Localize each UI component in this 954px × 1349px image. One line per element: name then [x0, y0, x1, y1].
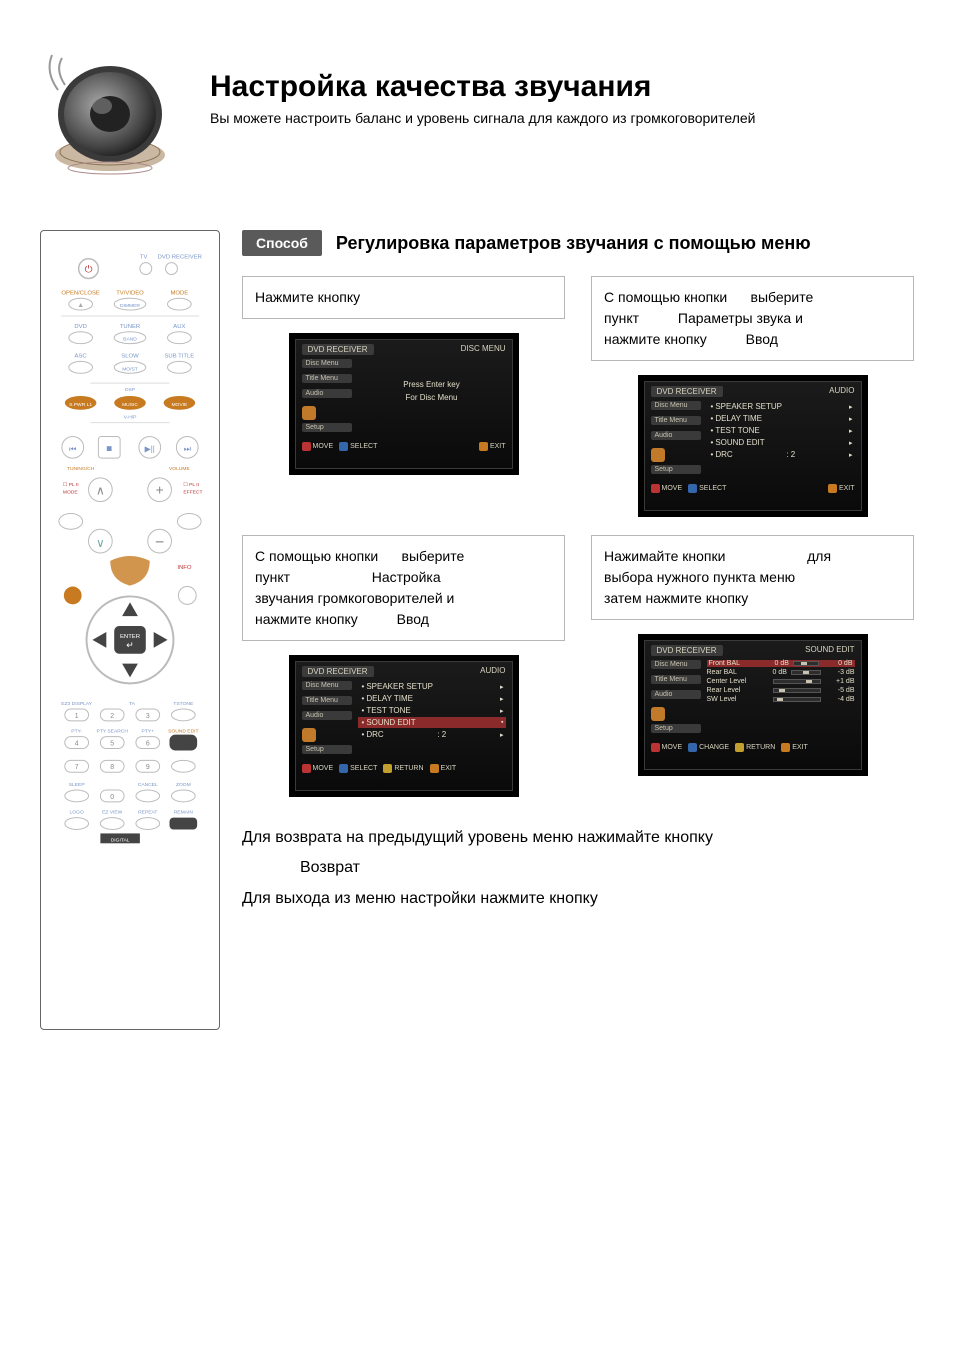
svg-text:MO/ST: MO/ST [122, 366, 138, 372]
remote-control-diagram: TV DVD RECEIVER ⏻ OPEN/CLOSE TV/VIDEO MO… [40, 230, 220, 1030]
slider-row: SW Level-4 dB [707, 696, 855, 703]
svg-text:DVD RECEIVER: DVD RECEIVER [158, 255, 202, 261]
svg-text:↵: ↵ [126, 640, 133, 650]
gear-icon [651, 448, 665, 462]
svg-text:REMAIN: REMAIN [174, 810, 194, 816]
svg-text:2: 2 [110, 713, 114, 720]
method-badge: Способ [242, 230, 322, 256]
speaker-illustration [40, 40, 180, 180]
svg-text:AUX: AUX [173, 324, 185, 330]
svg-text:MUSIC: MUSIC [122, 402, 138, 408]
svg-text:TV: TV [140, 255, 148, 261]
svg-text:ZOOM: ZOOM [176, 782, 191, 788]
svg-text:EFFECT: EFFECT [183, 490, 202, 496]
gear-icon [302, 728, 316, 742]
screen-2: DVD RECEIVER AUDIO Disc Menu Title Menu … [638, 375, 868, 517]
step-1: Нажмите кнопку DVD RECEIVER DISC MENU Di… [242, 276, 565, 517]
svg-text:∨: ∨ [96, 536, 105, 550]
svg-text:☐ PL II: ☐ PL II [183, 482, 199, 488]
footer-instructions: Для возврата на предыдущий уровень меню … [242, 823, 914, 914]
slider-row: Rear Level-5 dB [707, 687, 855, 694]
svg-text:3: 3 [146, 713, 150, 720]
svg-text:PTY+: PTY+ [142, 729, 155, 735]
svg-text:5: 5 [110, 741, 114, 748]
svg-text:CANCEL: CANCEL [138, 782, 158, 788]
slider-row: Front BAL0 dB0 dB [707, 660, 855, 667]
svg-text:4: 4 [75, 741, 79, 748]
slider-row: Rear BAL0 dB-3 dB [707, 669, 855, 676]
svg-text:VOLUME: VOLUME [169, 466, 191, 472]
svg-text:TSTONE: TSTONE [173, 701, 194, 707]
step-3: С помощью кнопки выберите пункт Настройк… [242, 535, 565, 797]
svg-text:PTY-: PTY- [71, 729, 82, 735]
svg-text:∧: ∧ [96, 484, 105, 498]
svg-text:INFO: INFO [177, 565, 192, 571]
svg-text:1: 1 [75, 713, 79, 720]
page-header: Настройка качества звучания Вы можете на… [40, 40, 914, 180]
svg-text:SLOW: SLOW [121, 353, 139, 359]
gear-icon [302, 406, 316, 420]
svg-text:DIGITAL: DIGITAL [111, 837, 130, 843]
svg-text:OPEN/CLOSE: OPEN/CLOSE [61, 290, 99, 296]
svg-text:▲: ▲ [77, 302, 84, 309]
gear-icon [651, 707, 665, 721]
svg-text:SOUND EDIT: SOUND EDIT [168, 729, 198, 735]
svg-text:V-H/P: V-H/P [124, 415, 138, 421]
step-2: С помощью кнопки выберите пункт Параметр… [591, 276, 914, 517]
page-subtitle: Вы можете настроить баланс и уровень сиг… [210, 110, 755, 126]
screen-4: DVD RECEIVER SOUND EDIT Disc Menu Title … [638, 634, 868, 776]
svg-text:■: ■ [106, 443, 112, 454]
svg-text:EZ3 DISPLAY: EZ3 DISPLAY [61, 701, 93, 707]
svg-text:☐ PL II: ☐ PL II [63, 482, 79, 488]
svg-text:0: 0 [110, 794, 114, 801]
svg-text:SLEEP: SLEEP [69, 782, 86, 788]
slider-row: Center Level+1 dB [707, 678, 855, 685]
svg-text:MODE: MODE [63, 490, 78, 496]
step-text: Нажмите кнопку [255, 289, 360, 305]
svg-text:BAND: BAND [123, 337, 137, 343]
svg-text:EZ VIEW: EZ VIEW [102, 810, 123, 816]
svg-text:REPEAT: REPEAT [138, 810, 157, 816]
svg-text:+: + [156, 482, 164, 498]
svg-text:7: 7 [75, 764, 79, 771]
screen-3: DVD RECEIVER AUDIO Disc Menu Title Menu … [289, 655, 519, 797]
svg-text:TUNING/CH: TUNING/CH [67, 466, 95, 472]
svg-text:LOGO: LOGO [70, 810, 84, 816]
svg-text:−: − [155, 534, 164, 551]
svg-text:SUB TITLE: SUB TITLE [164, 353, 194, 359]
svg-text:8: 8 [110, 764, 114, 771]
svg-text:ASC: ASC [75, 353, 88, 359]
svg-text:DVD: DVD [74, 324, 86, 330]
page-title: Настройка качества звучания [210, 70, 755, 104]
svg-text:TV/VIDEO: TV/VIDEO [116, 290, 144, 296]
svg-text:DIMMER: DIMMER [120, 303, 140, 309]
svg-text:TA: TA [129, 701, 136, 707]
svg-text:⏮: ⏮ [69, 444, 76, 453]
step-4: Нажимайте кнопки для выбора нужного пунк… [591, 535, 914, 797]
svg-text:9: 9 [146, 764, 150, 771]
svg-text:S.PWR L1: S.PWR L1 [69, 402, 92, 408]
svg-text:MOVIE: MOVIE [171, 402, 188, 408]
method-title: Регулировка параметров звучания с помощь… [336, 233, 811, 254]
svg-text:DSP: DSP [125, 387, 136, 393]
svg-text:▶||: ▶|| [145, 444, 155, 453]
svg-text:⏻: ⏻ [85, 265, 93, 276]
svg-text:PTY SEARCH: PTY SEARCH [97, 729, 129, 735]
svg-text:⏭: ⏭ [184, 444, 191, 453]
svg-text:MODE: MODE [171, 290, 189, 296]
screen-1: DVD RECEIVER DISC MENU Disc Menu Title M… [289, 333, 519, 475]
svg-text:TUNER: TUNER [120, 324, 140, 330]
svg-text:6: 6 [146, 741, 150, 748]
